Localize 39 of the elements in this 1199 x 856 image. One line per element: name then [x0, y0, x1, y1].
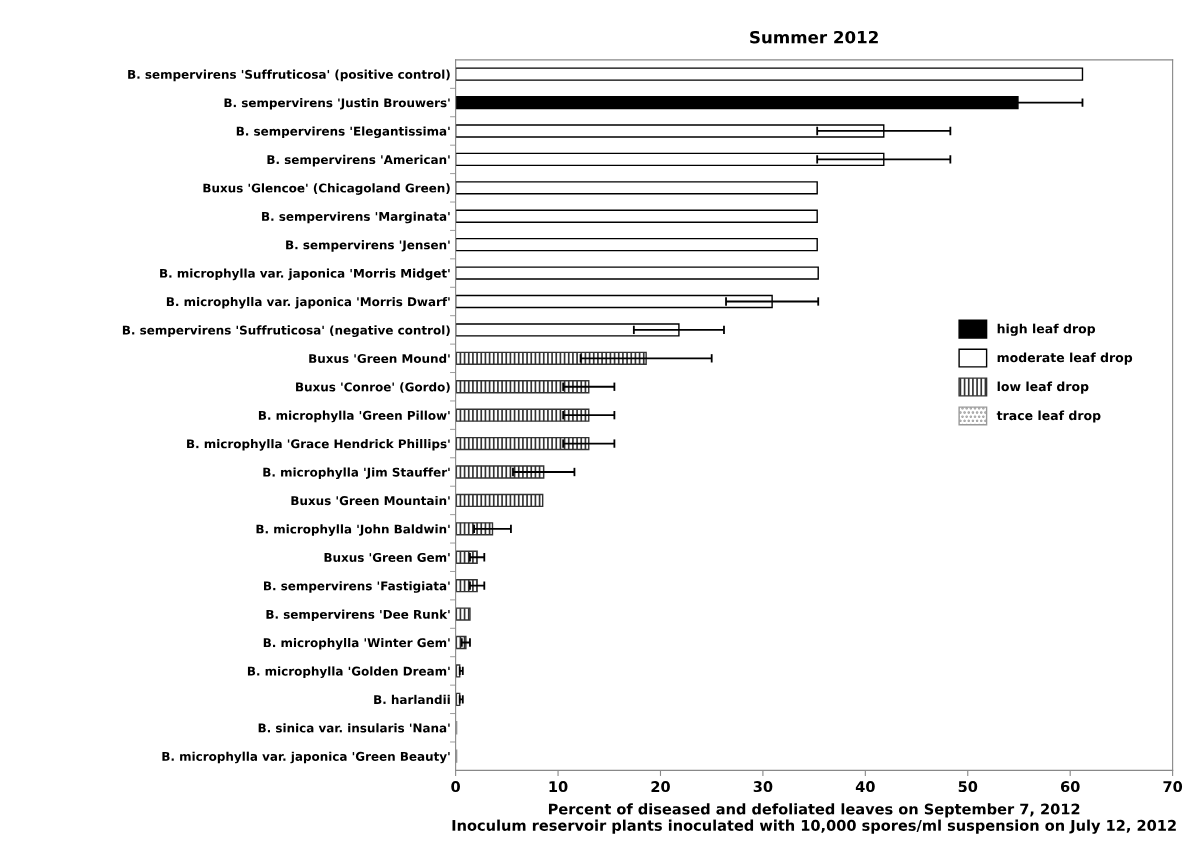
legend-label: high leaf drop: [997, 323, 1096, 336]
x-tick-label: 70: [1163, 781, 1183, 793]
y-tick-label: B. microphylla 'Grace Hendrick Phillips': [187, 439, 450, 451]
y-tick-label: B. sinica var. insularis 'Nana': [258, 723, 450, 733]
y-tick-label: B. microphylla var. japonica 'Green Beauty': [162, 751, 450, 764]
x-tick-label: 20: [651, 781, 670, 793]
y-tick-label: B. sempervirens 'Dee Runk': [266, 609, 450, 622]
x-tick-label: 0: [451, 781, 460, 793]
y-tick-label: B. sempervirens 'Suffruticosa' (positive control): [128, 69, 450, 82]
y-tick-label: B. sempervirens 'American': [267, 154, 450, 167]
chart-title: Summer 2012: [750, 30, 878, 44]
x-tick-label: 60: [1060, 781, 1080, 793]
x-axis-title: Percent of diseased and defoliated leaves on September 7, 2012 Inoculum reservoir plants inoculated with 10,000 spores/ml suspension on July 12, 2012: [452, 803, 1176, 834]
y-tick-label: Buxus 'Conroe' (Gordo): [296, 382, 450, 393]
x-tick-label: 10: [549, 781, 568, 793]
y-tick-label: B. microphylla 'Green Pillow': [258, 410, 450, 423]
y-tick-label: B. sempervirens 'Justin Brouwers': [224, 98, 450, 110]
y-tick-label: Buxus 'Glencoe' (Chicagoland Green): [203, 183, 450, 195]
y-tick-label: B. microphylla 'John Baldwin': [256, 524, 450, 536]
y-tick-label: B. sempervirens 'Marginata': [262, 211, 450, 224]
legend-label: trace leaf drop: [996, 410, 1101, 423]
y-tick-label: B. microphylla 'Golden Dream': [247, 666, 450, 679]
x-tick-label: 30: [753, 781, 773, 793]
y-tick-label: B. sempervirens 'Elegantissima': [236, 126, 450, 139]
x-tick-label: 50: [958, 781, 978, 793]
y-tick-label: B. sempervirens 'Jensen': [286, 240, 450, 252]
y-tick-label: B. sempervirens 'Fastigiata': [264, 581, 450, 593]
legend-label: low leaf drop: [997, 381, 1089, 394]
y-tick-label: B. microphylla var. japonica 'Morris Midget': [160, 268, 450, 281]
y-tick-label: Buxus 'Green Mound': [309, 353, 450, 364]
y-tick-label: B. microphylla var. japonica 'Morris Dwarf': [166, 296, 450, 309]
y-tick-label: B. harlandii: [374, 694, 450, 705]
y-tick-label: Buxus 'Green Mountain': [291, 495, 450, 506]
y-tick-label: Buxus 'Green Gem': [324, 552, 450, 562]
x-tick-label: 40: [855, 781, 875, 793]
y-tick-label: B. sempervirens 'Suffruticosa' (negative control): [122, 325, 450, 338]
legend-label: moderate leaf drop: [997, 352, 1133, 365]
y-tick-label: B. microphylla 'Jim Stauffer': [263, 467, 450, 480]
y-tick-label: B. microphylla 'Winter Gem': [263, 637, 450, 650]
